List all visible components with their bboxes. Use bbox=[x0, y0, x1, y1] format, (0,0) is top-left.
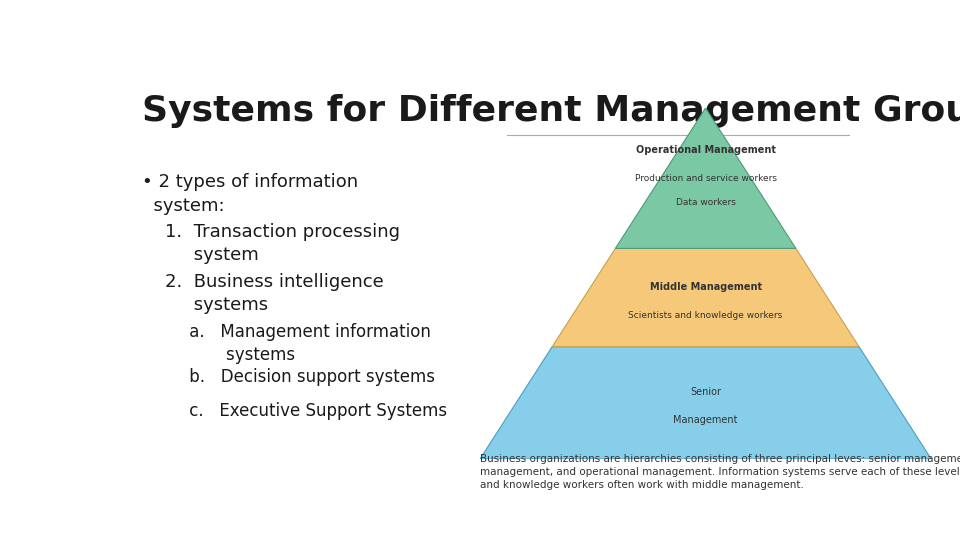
Text: Scientists and knowledge workers: Scientists and knowledge workers bbox=[629, 310, 782, 320]
Text: 2.  Business intelligence
         systems: 2. Business intelligence systems bbox=[142, 273, 384, 314]
Text: Data workers: Data workers bbox=[676, 198, 735, 207]
Text: Production and service workers: Production and service workers bbox=[635, 174, 777, 183]
Text: Middle Management: Middle Management bbox=[650, 282, 761, 292]
Text: b.   Decision support systems: b. Decision support systems bbox=[142, 368, 435, 386]
Text: a.   Management information
                systems: a. Management information systems bbox=[142, 322, 431, 364]
Text: 1.  Transaction processing
         system: 1. Transaction processing system bbox=[142, 223, 400, 265]
Text: Management: Management bbox=[673, 415, 738, 426]
Polygon shape bbox=[480, 347, 931, 459]
Polygon shape bbox=[615, 108, 796, 248]
Text: Business organizations are hierarchies consisting of three principal leves: seni: Business organizations are hierarchies c… bbox=[480, 454, 960, 490]
Text: Systems for Different Management Groups: Systems for Different Management Groups bbox=[142, 94, 960, 128]
Polygon shape bbox=[552, 248, 859, 347]
Text: c.   Executive Support Systems: c. Executive Support Systems bbox=[142, 402, 447, 420]
Text: Operational Management: Operational Management bbox=[636, 145, 776, 155]
Text: • 2 types of information
  system:: • 2 types of information system: bbox=[142, 173, 358, 214]
Text: Senior: Senior bbox=[690, 387, 721, 397]
